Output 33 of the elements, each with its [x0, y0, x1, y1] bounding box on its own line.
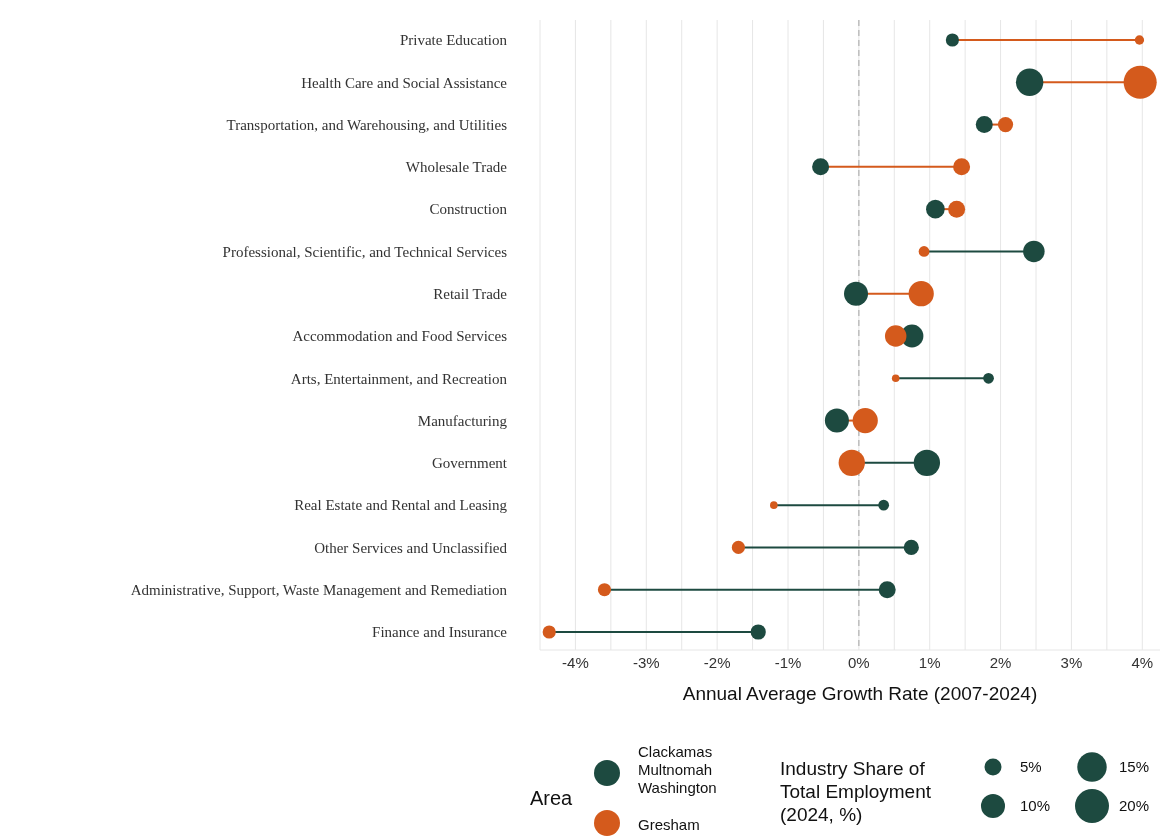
x-axis-title: Annual Average Growth Rate (2007-2024): [682, 683, 1038, 704]
legend-label: 15%: [1119, 758, 1150, 776]
y-tick-label: Other Services and Unclassified: [314, 539, 508, 556]
y-tick-label: Administrative, Support, Waste Management and Remediation: [130, 581, 508, 598]
y-tick-label: Accommodation and Food Services: [292, 328, 508, 345]
y-tick-label: Professional, Scientific, and Technical Services: [222, 243, 508, 260]
x-tick-label: 1%: [918, 654, 941, 671]
legend-label: Clackamas Multnomah Washington: [638, 743, 717, 796]
y-tick-label: Transportation, and Warehousing, and Utilities: [226, 116, 508, 133]
legend-label: 20%: [1119, 797, 1150, 815]
y-tick-label: Construction: [429, 201, 508, 218]
x-tick-label: 4%: [1131, 654, 1154, 671]
x-tick-label: -3%: [632, 654, 660, 671]
y-tick-label: Arts, Entertainment, and Recreation: [290, 370, 508, 387]
y-tick-label: Private Education: [399, 32, 508, 49]
x-tick-label: -2%: [703, 654, 731, 671]
y-tick-label: Manufacturing: [417, 412, 508, 429]
x-tick-label: -4%: [562, 654, 589, 671]
y-tick-label: Finance and Insurance: [372, 624, 508, 641]
legend-label: 10%: [1020, 797, 1051, 815]
legend-label: 5%: [1020, 758, 1042, 776]
x-tick-label: 3%: [1060, 654, 1083, 671]
x-tick-label: -1%: [774, 654, 802, 671]
legend-label: Gresham: [638, 816, 700, 833]
y-tick-label: Real Estate and Rental and Leasing: [294, 497, 508, 514]
y-tick-label: Government: [432, 455, 508, 472]
y-tick-label: Wholesale Trade: [405, 159, 508, 176]
y-tick-label: Retail Trade: [433, 285, 508, 302]
text: Industry Share of Total Employment (2024, %): [780, 758, 932, 825]
x-tick-label: 0%: [848, 654, 870, 671]
y-tick-label: Health Care and Social Assistance: [301, 74, 508, 91]
legend-title: Area: [530, 787, 574, 809]
x-tick-label: 2%: [989, 654, 1012, 671]
